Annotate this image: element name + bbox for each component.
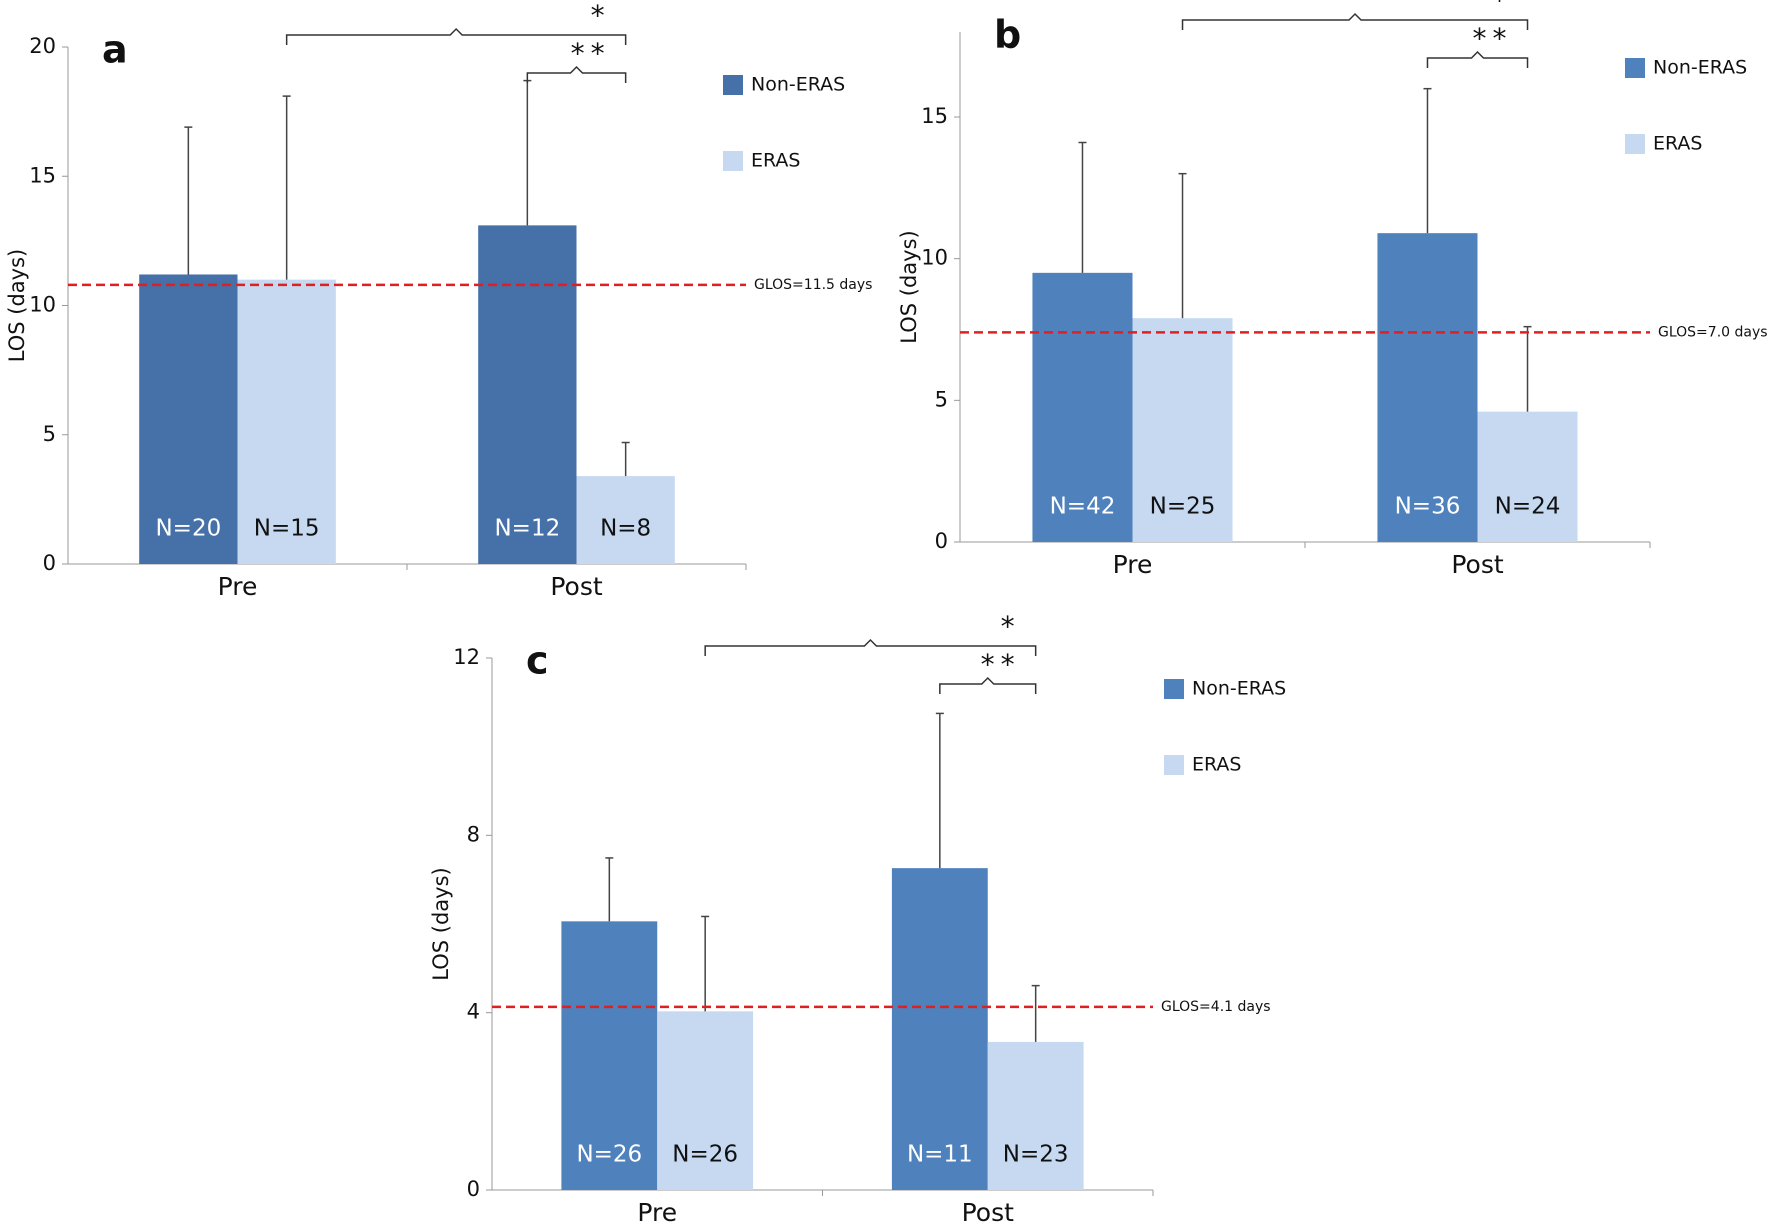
- y-tick-label: 20: [29, 34, 56, 58]
- reference-label: GLOS=7.0 days: [1658, 324, 1768, 340]
- n-label: N=20: [155, 516, 221, 542]
- significance-bracket: [1426, 50, 1529, 68]
- y-tick-label: 8: [467, 822, 480, 846]
- y-tick-label: 0: [935, 529, 948, 553]
- panel-letter: a: [102, 28, 128, 72]
- legend-swatch: [1625, 134, 1645, 154]
- significance-label: **: [981, 648, 1021, 681]
- x-tick-label: Post: [962, 1198, 1015, 1227]
- x-tick-label: Post: [550, 572, 603, 601]
- bar: [576, 476, 675, 564]
- bar: [561, 921, 658, 1190]
- y-axis-label: LOS (days): [5, 249, 29, 362]
- significance-label: **: [1473, 22, 1513, 55]
- n-label: N=42: [1050, 494, 1116, 520]
- x-tick-label: Pre: [637, 1198, 677, 1227]
- x-tick-label: Pre: [218, 572, 258, 601]
- panel-letter: b: [994, 13, 1021, 57]
- reference-label: GLOS=11.5 days: [754, 277, 872, 293]
- bar: [1032, 272, 1133, 542]
- significance-bracket: [939, 676, 1037, 694]
- y-axis-label: LOS (days): [897, 230, 921, 343]
- y-tick-label: 15: [921, 104, 948, 128]
- significance-bracket: [704, 638, 1037, 656]
- n-label: N=11: [907, 1142, 973, 1168]
- significance-label: *: [1001, 610, 1021, 643]
- n-label: N=24: [1495, 494, 1561, 520]
- n-label: N=26: [672, 1142, 738, 1168]
- legend-label: Non-ERAS: [751, 74, 845, 96]
- y-tick-label: 4: [467, 1000, 480, 1024]
- bar: [891, 868, 988, 1190]
- legend-label: ERAS: [1192, 754, 1242, 776]
- n-label: N=15: [254, 516, 320, 542]
- y-axis-label: LOS (days): [429, 867, 453, 980]
- bar: [1477, 411, 1578, 542]
- significance-bracket: [526, 65, 627, 83]
- y-tick-label: 5: [935, 387, 948, 411]
- y-tick-label: 0: [467, 1177, 480, 1201]
- bar: [657, 1011, 754, 1190]
- bar: [1377, 233, 1478, 542]
- legend-swatch: [723, 75, 743, 95]
- legend-swatch: [1625, 58, 1645, 78]
- y-tick-label: 0: [43, 551, 56, 575]
- significance-label: **: [571, 37, 611, 70]
- legend-label: Non-ERAS: [1653, 57, 1747, 79]
- legend-swatch: [723, 151, 743, 171]
- significance-bracket: [1181, 12, 1529, 30]
- n-label: N=36: [1395, 494, 1461, 520]
- significance-label: *: [1493, 0, 1513, 17]
- bar: [237, 279, 336, 564]
- bar: [478, 225, 577, 565]
- legend-swatch: [1164, 755, 1184, 775]
- legend-label: Non-ERAS: [1192, 678, 1286, 700]
- significance-label: *: [591, 0, 611, 32]
- y-tick-label: 10: [29, 293, 56, 317]
- n-label: N=25: [1150, 494, 1216, 520]
- n-label: N=23: [1003, 1142, 1069, 1168]
- n-label: N=12: [494, 516, 560, 542]
- n-label: N=8: [600, 516, 651, 542]
- x-tick-label: Pre: [1113, 550, 1153, 579]
- reference-label: GLOS=4.1 days: [1161, 999, 1271, 1015]
- legend-label: ERAS: [1653, 133, 1703, 155]
- bar: [987, 1041, 1084, 1190]
- legend-swatch: [1164, 679, 1184, 699]
- y-tick-label: 5: [43, 422, 56, 446]
- y-tick-label: 15: [29, 163, 56, 187]
- y-tick-label: 12: [453, 645, 480, 669]
- legend-label: ERAS: [751, 150, 801, 172]
- significance-bracket: [285, 27, 627, 45]
- n-label: N=26: [576, 1142, 642, 1168]
- y-tick-label: 10: [921, 246, 948, 270]
- bar: [1132, 318, 1233, 542]
- bar: [139, 274, 238, 564]
- panel-letter: c: [526, 639, 549, 683]
- x-tick-label: Post: [1451, 550, 1504, 579]
